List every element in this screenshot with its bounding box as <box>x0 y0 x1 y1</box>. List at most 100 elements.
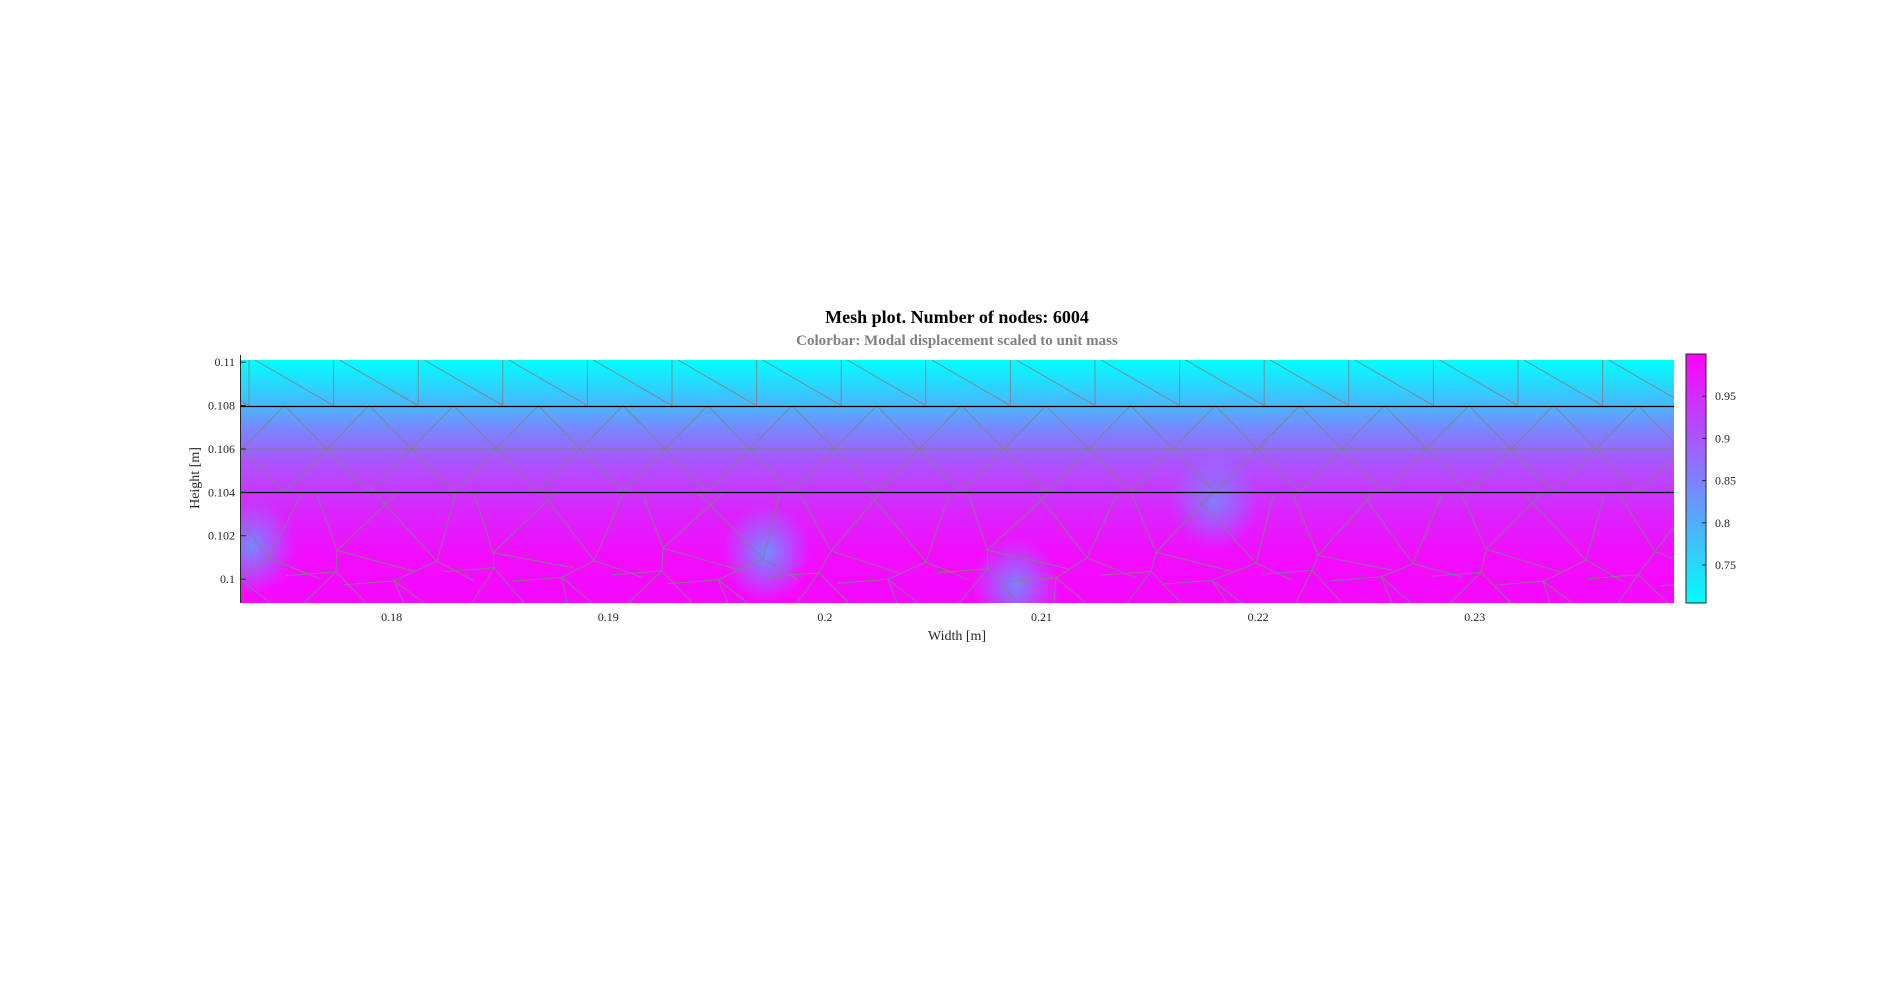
mesh-edge <box>961 448 1005 493</box>
mesh-edge <box>798 492 832 552</box>
mesh-edge <box>1150 570 1182 603</box>
mesh-edge <box>925 561 969 580</box>
mesh-edge <box>1126 570 1152 603</box>
mesh-edge <box>1311 555 1319 571</box>
mesh-edge <box>876 405 920 450</box>
mesh-edge <box>1003 448 1047 493</box>
mesh-edge <box>768 572 820 578</box>
mesh-edge <box>495 405 539 450</box>
mesh-edge <box>1330 576 1382 582</box>
mesh-edge <box>593 360 673 406</box>
mesh-edge <box>538 448 582 493</box>
mesh-edge <box>1523 360 1603 406</box>
mesh-edge <box>1255 562 1293 581</box>
mesh-edge <box>1291 492 1319 556</box>
mesh-edge <box>1595 405 1639 450</box>
y-axis-ticks: 0.1 0.102 0.104 0.106 0.108 0.11 <box>208 355 246 586</box>
mesh-edge <box>1100 570 1152 576</box>
mesh-edge <box>1660 584 1674 587</box>
mesh-edge <box>561 560 595 578</box>
mesh-edge <box>837 578 889 584</box>
mesh-edge <box>1587 574 1639 580</box>
x-tick-label: 0.19 <box>598 610 619 624</box>
mesh-edge <box>580 405 624 450</box>
mesh-edge <box>561 576 593 603</box>
mesh-edge <box>1003 405 1047 450</box>
mesh-edge <box>986 549 1069 570</box>
mesh-edge <box>1087 405 1131 450</box>
mesh-edge <box>1510 405 1554 450</box>
mesh-edge <box>303 571 337 603</box>
y-axis-label: Height [m] <box>188 447 203 509</box>
mesh-edge <box>707 405 751 450</box>
low-value-spot <box>971 537 1060 603</box>
mesh-edge <box>1380 576 1393 603</box>
mesh-edge <box>326 405 370 450</box>
chart-subtitle: Colorbar: Modal displacement scaled to u… <box>796 333 1118 349</box>
mesh-edge <box>1380 563 1414 578</box>
mesh-edge <box>1751 562 1791 581</box>
mesh-edge <box>593 560 643 578</box>
mesh-edge <box>453 448 497 493</box>
mesh-edge <box>1468 448 1512 493</box>
mesh-edge <box>1155 492 1214 553</box>
mesh-edge <box>1214 405 1258 450</box>
mesh-edge <box>846 360 927 406</box>
mesh-edge <box>796 572 820 603</box>
mesh-edge <box>818 572 850 603</box>
mesh-edge <box>1172 405 1216 450</box>
mesh-edge <box>1341 448 1385 493</box>
colorbar-tick-label: 0.95 <box>1715 389 1736 403</box>
mesh-edge <box>284 405 328 450</box>
mesh-edge <box>1637 574 1669 603</box>
mesh-edge <box>1654 525 1674 552</box>
mesh-edge <box>1460 492 1487 550</box>
mesh-edge <box>1255 492 1275 564</box>
mesh-edge <box>1055 577 1087 603</box>
mesh-edge <box>443 567 495 573</box>
mesh-edge <box>664 448 708 493</box>
mesh-edge <box>749 405 793 450</box>
mesh-edge <box>336 491 399 551</box>
low-value-spot <box>722 505 811 602</box>
low-value-spot <box>240 498 295 595</box>
colorbar-tick-label: 0.9 <box>1715 431 1730 445</box>
x-tick-label: 0.23 <box>1464 610 1485 624</box>
mesh-edge <box>1380 576 1412 603</box>
mesh-edge <box>1542 559 1587 582</box>
mesh-edge <box>1765 449 1807 492</box>
mesh-edge <box>326 448 370 493</box>
colorbar: 0.75 0.8 0.85 0.9 0.95 <box>1685 353 1736 604</box>
mesh-edge <box>1637 405 1674 444</box>
mesh-edge <box>473 492 494 554</box>
mesh-edge <box>1492 580 1544 586</box>
mesh-edge <box>1341 405 1385 450</box>
y-tick-label: 0.102 <box>208 529 235 543</box>
mesh-edge <box>677 360 757 406</box>
mesh-edge <box>1086 492 1119 558</box>
mesh-edge <box>818 550 832 574</box>
mesh-edge <box>541 492 595 561</box>
mesh-edge <box>1311 569 1343 603</box>
mesh-edge <box>762 558 799 581</box>
mesh-edge <box>1269 360 1350 406</box>
mesh-edge <box>1426 448 1470 493</box>
mesh-edge <box>717 579 729 603</box>
mesh-edge <box>580 448 624 493</box>
displacement-field <box>240 360 1674 603</box>
mesh-edge <box>1439 360 1519 406</box>
mesh-edge <box>1155 551 1232 572</box>
mesh-edge <box>1211 580 1228 603</box>
mesh-edge <box>986 549 989 569</box>
mesh-edge <box>335 550 338 572</box>
mesh-edge <box>1211 562 1257 581</box>
mesh-edge <box>791 448 835 493</box>
mesh-edge <box>411 405 455 450</box>
chart-title: Mesh plot. Number of nodes: 6004 <box>825 307 1089 327</box>
mesh-edge <box>1430 571 1482 577</box>
mesh-edge <box>315 492 338 551</box>
mesh-edge <box>471 567 495 603</box>
mesh-edge <box>411 448 455 493</box>
mesh-edge <box>1510 448 1554 493</box>
